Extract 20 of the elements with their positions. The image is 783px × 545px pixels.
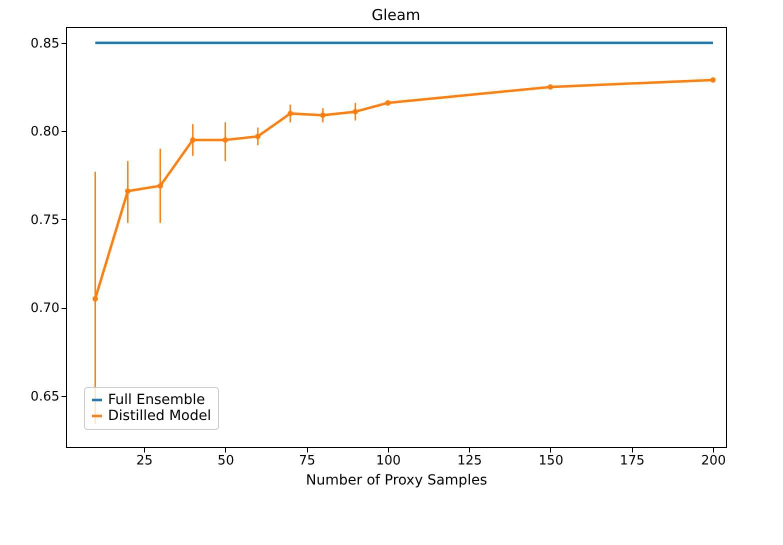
- x-tick-label: 50: [218, 454, 234, 468]
- point: [710, 77, 716, 83]
- legend-label: Full Ensemble: [108, 392, 206, 408]
- x-tick-label: 25: [136, 454, 153, 468]
- point: [385, 100, 391, 106]
- x-tick-label: 150: [538, 454, 564, 468]
- y-tick-label: 0.85: [30, 36, 60, 52]
- chart-title: Gleam: [372, 6, 420, 24]
- x-tick-label: 75: [298, 454, 316, 468]
- y-tick-label: 0.65: [30, 389, 60, 404]
- y-tick-label: 0.70: [30, 301, 60, 316]
- x-tick-label: 125: [457, 454, 482, 468]
- y-tick-label: 0.80: [30, 124, 60, 140]
- x-tick-label: 175: [620, 454, 645, 468]
- x-axis-title: Number of Proxy Samples: [306, 472, 488, 488]
- x-tick-label: 100: [376, 454, 401, 468]
- legend-label: Distilled Model: [108, 408, 212, 424]
- point: [548, 84, 554, 90]
- y-tick-label: 0.75: [30, 212, 60, 228]
- x-tick-label: 200: [701, 454, 726, 468]
